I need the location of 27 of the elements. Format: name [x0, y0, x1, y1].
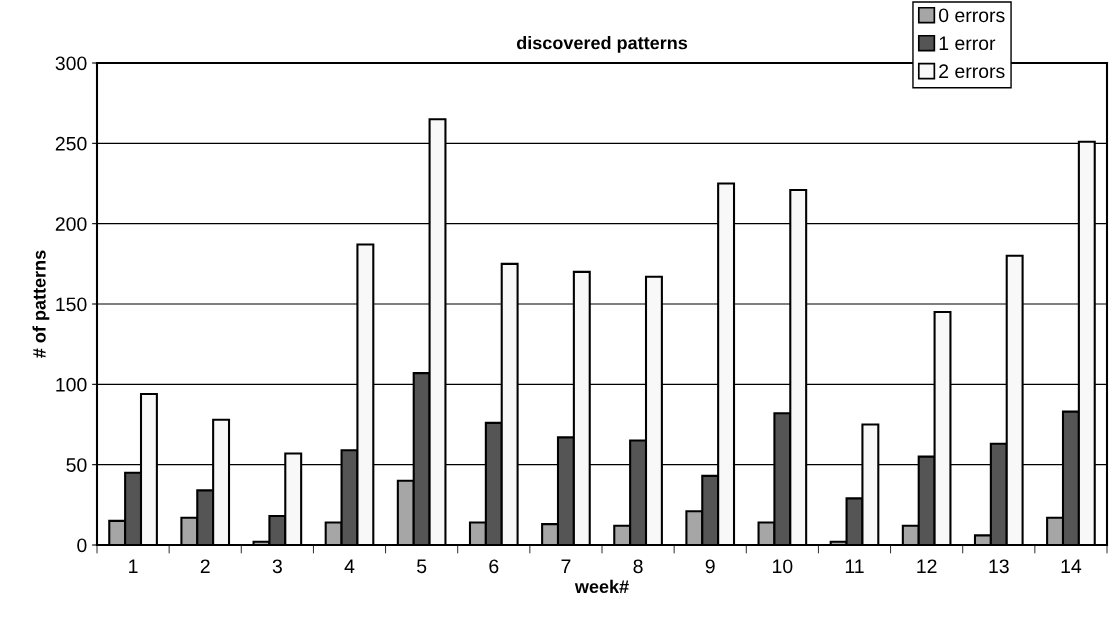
y-tick-label: 0 [77, 538, 87, 553]
y-tick-label: 250 [55, 136, 87, 151]
y-tick-label: 150 [56, 297, 87, 312]
y-tick-label: 50 [66, 458, 87, 472]
x-tick-label: 4 [344, 559, 355, 573]
x-tick-label: 9 [705, 559, 715, 574]
x-tick-label: 8 [633, 559, 643, 574]
x-axis-title: week# [574, 579, 629, 594]
legend-label: 2 errors [939, 64, 1005, 79]
chart-title: discovered patterns [516, 36, 688, 53]
y-axis-title: # of patterns [32, 250, 50, 358]
y-tick-label: 100 [56, 377, 87, 392]
x-tick-label: 2 [200, 559, 210, 573]
x-tick-label: 11 [845, 559, 864, 573]
y-tick-label: 200 [55, 217, 87, 231]
x-tick-label: 13 [989, 559, 1009, 574]
x-tick-label: 14 [1061, 559, 1082, 573]
legend-label: 1 error [939, 36, 996, 51]
x-tick-label: 7 [561, 559, 571, 573]
x-tick-label: 12 [917, 559, 937, 573]
x-tick-label: 10 [773, 559, 793, 574]
x-tick-label: 6 [489, 559, 499, 574]
x-tick-label: 5 [417, 559, 427, 574]
legend-label: 0 errors [939, 8, 1005, 23]
x-tick-label: 3 [272, 559, 282, 574]
y-tick-label: 300 [55, 56, 87, 71]
x-tick-label: 1 [129, 559, 138, 573]
